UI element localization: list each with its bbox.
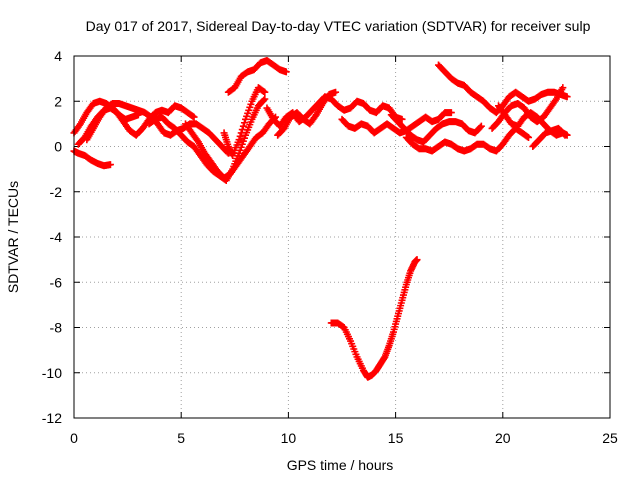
series-s2 [70,147,114,170]
data-point [282,68,290,76]
x-tick-label: 20 [495,430,511,446]
y-axis-label: SDTVAR / TECUs [5,181,21,293]
x-tick-label: 5 [177,430,185,446]
y-tick-label: -10 [42,365,62,381]
y-tick-label: -8 [50,320,63,336]
data-point [190,113,198,121]
data-points [70,57,571,381]
series-s6 [181,113,280,182]
series-s10 [274,88,340,139]
data-point [239,122,247,130]
data-point [261,88,269,96]
chart-title: Day 017 of 2017, Sidereal Day-to-day VTE… [86,18,591,34]
series-s12 [387,111,485,146]
y-tick-label: -6 [50,274,63,290]
y-tick-label: -2 [50,184,63,200]
series-s8 [224,57,290,96]
data-point [561,131,569,139]
series-s14 [434,61,571,117]
series-s11 [338,109,455,137]
data-point [447,109,455,117]
data-point [477,122,485,130]
series-s18 [327,256,421,381]
x-axis-label: GPS time / hours [287,457,394,473]
data-point [332,88,340,96]
y-tick-label: 4 [54,48,62,64]
data-point [235,136,243,144]
data-point [237,129,245,137]
data-point [106,161,114,169]
data-point [398,115,406,123]
data-point [238,126,246,134]
plot-frame [73,55,611,419]
x-tick-label: 0 [70,430,78,446]
series-s5 [145,95,269,184]
x-tick-label: 25 [602,430,618,446]
data-point [559,84,567,92]
data-point [413,256,421,264]
data-point [261,95,269,103]
data-point [260,96,268,104]
data-point [240,119,248,127]
data-point [560,130,568,138]
series-s17 [529,124,569,150]
series-s13 [402,124,533,155]
y-tick-label: 2 [54,93,62,109]
y-tick-label: -4 [50,229,63,245]
x-tick-labels: 0 5 10 15 20 25 [70,430,618,446]
y-tick-label: 0 [54,139,62,155]
y-tick-labels: -12 -10 -8 -6 -4 -2 0 2 4 [42,48,62,426]
data-point [525,133,533,141]
series-s7 [220,84,269,160]
data-point [476,123,484,131]
data-point [563,93,571,101]
x-tick-label: 15 [388,430,404,446]
y-tick-label: -12 [42,410,62,426]
x-tick-label: 10 [281,430,297,446]
data-point [236,132,244,140]
